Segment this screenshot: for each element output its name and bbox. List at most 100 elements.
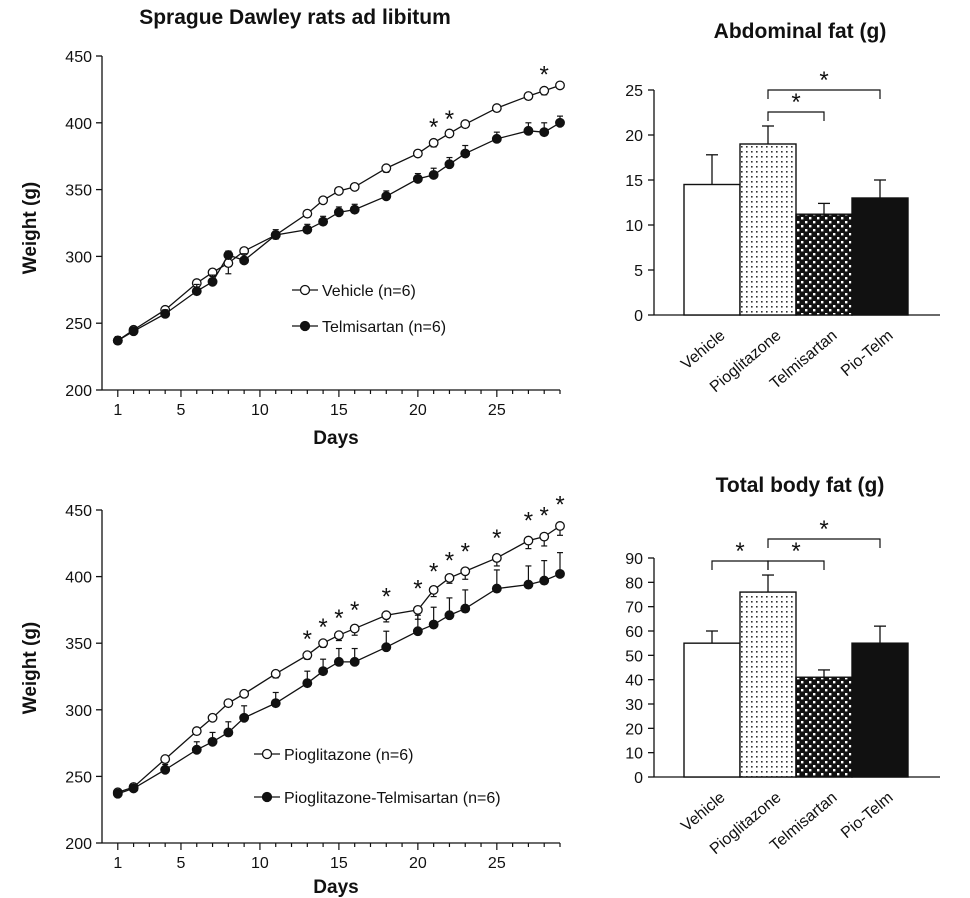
data-point bbox=[555, 568, 565, 579]
category-label: Vehicle bbox=[678, 789, 729, 835]
x-axis-label: Days bbox=[313, 428, 358, 449]
legend-label-pioglitazone: Pioglitazone (n=6) bbox=[284, 747, 413, 764]
significance-marker: * bbox=[445, 548, 454, 575]
y-tick-label: 15 bbox=[625, 173, 643, 190]
legend: Pioglitazone (n=6) Pioglitazone-Telmisar… bbox=[254, 747, 501, 807]
x-tick-label: 20 bbox=[409, 402, 427, 419]
significance-marker: * bbox=[382, 584, 391, 611]
data-point bbox=[333, 656, 344, 667]
bar bbox=[683, 183, 741, 316]
bar bbox=[739, 591, 797, 778]
y-tick-label: 400 bbox=[65, 570, 92, 587]
data-point bbox=[460, 119, 471, 130]
x-tick-label: 25 bbox=[488, 402, 506, 419]
y-tick-label: 450 bbox=[65, 503, 92, 520]
significance-marker: * bbox=[791, 538, 800, 565]
y-tick-label: 350 bbox=[65, 636, 92, 653]
significance-marker: * bbox=[429, 114, 438, 141]
data-point bbox=[539, 531, 550, 542]
x-tick-label: 20 bbox=[409, 855, 427, 872]
data-point bbox=[349, 181, 360, 192]
data-point bbox=[555, 117, 565, 128]
y-tick-label: 250 bbox=[65, 769, 92, 786]
data-point bbox=[412, 173, 423, 184]
x-tick-label: 10 bbox=[251, 855, 269, 872]
data-point bbox=[333, 630, 344, 641]
y-axis-label: Weight (g) bbox=[20, 622, 41, 715]
legend-marker-open bbox=[299, 284, 311, 296]
significance-bracket bbox=[767, 560, 825, 571]
y-tick-label: 350 bbox=[65, 183, 92, 200]
x-tick-label: 5 bbox=[177, 855, 186, 872]
data-point bbox=[302, 678, 313, 689]
data-point bbox=[128, 783, 139, 794]
data-point bbox=[349, 623, 360, 634]
data-point bbox=[444, 572, 455, 583]
y-tick-label: 400 bbox=[65, 116, 92, 133]
data-point bbox=[223, 250, 234, 261]
data-point bbox=[270, 668, 281, 679]
data-point bbox=[349, 656, 360, 667]
data-point bbox=[270, 230, 281, 240]
legend-label-vehicle: Vehicle (n=6) bbox=[322, 283, 416, 300]
data-point bbox=[239, 255, 250, 266]
data-point bbox=[333, 185, 344, 196]
data-point bbox=[381, 610, 392, 621]
x-tick-label: 5 bbox=[177, 402, 186, 419]
y-tick-label: 5 bbox=[634, 263, 643, 280]
data-point bbox=[428, 584, 439, 595]
category-label: Pio-Telm bbox=[838, 789, 897, 842]
series-line bbox=[117, 122, 561, 342]
significance-marker: * bbox=[350, 597, 359, 624]
significance-marker: * bbox=[555, 492, 564, 519]
data-point bbox=[318, 638, 329, 649]
abdominal-fat-chart: Abdominal fat (g) 0510152025VehiclePiogl… bbox=[625, 20, 940, 396]
y-tick-label: 70 bbox=[625, 600, 643, 617]
bar bbox=[851, 197, 909, 316]
data-point bbox=[207, 276, 218, 287]
significance-marker: * bbox=[735, 538, 744, 565]
data-point bbox=[112, 788, 123, 799]
legend-label-pio-telm: Pioglitazone-Telmisartan (n=6) bbox=[284, 790, 501, 807]
data-point bbox=[333, 207, 344, 218]
data-point bbox=[318, 666, 329, 677]
data-point bbox=[523, 579, 534, 590]
y-tick-label: 10 bbox=[625, 746, 643, 763]
y-tick-label: 30 bbox=[625, 697, 643, 714]
y-tick-label: 300 bbox=[65, 703, 92, 720]
x-tick-label: 15 bbox=[330, 855, 348, 872]
category-label: Vehicle bbox=[678, 327, 729, 373]
data-point bbox=[207, 712, 218, 723]
significance-marker: * bbox=[819, 67, 828, 94]
significance-marker: * bbox=[819, 516, 828, 543]
x-axis-label: Days bbox=[313, 877, 358, 898]
data-point bbox=[460, 603, 471, 614]
y-tick-label: 200 bbox=[65, 836, 92, 853]
data-point bbox=[302, 224, 313, 235]
legend-marker-open bbox=[261, 748, 273, 760]
y-axis-label: Weight (g) bbox=[20, 182, 41, 275]
chart-title: Total body fat (g) bbox=[716, 474, 885, 497]
significance-bracket bbox=[767, 538, 881, 549]
bar bbox=[851, 642, 909, 778]
data-point bbox=[539, 575, 550, 586]
data-point bbox=[460, 566, 471, 577]
bar bbox=[795, 676, 853, 778]
data-point bbox=[112, 335, 123, 346]
data-point bbox=[128, 326, 139, 337]
data-point bbox=[444, 610, 455, 621]
y-tick-label: 80 bbox=[625, 575, 643, 592]
data-point bbox=[239, 688, 250, 699]
weight-chart-vehicle-telmisartan: Sprague Dawley rats ad libitum Weight (g… bbox=[20, 6, 565, 449]
significance-marker: * bbox=[461, 538, 470, 565]
category-label: Pio-Telm bbox=[838, 327, 897, 380]
y-tick-label: 25 bbox=[625, 83, 643, 100]
significance-marker: * bbox=[492, 525, 501, 552]
x-tick-label: 1 bbox=[113, 855, 122, 872]
plot-area: 0510152025VehiclePioglitazoneTelmisartan… bbox=[625, 67, 940, 396]
data-point bbox=[302, 208, 313, 219]
y-tick-label: 20 bbox=[625, 721, 643, 738]
data-point bbox=[428, 619, 439, 630]
x-tick-label: 1 bbox=[113, 402, 122, 419]
